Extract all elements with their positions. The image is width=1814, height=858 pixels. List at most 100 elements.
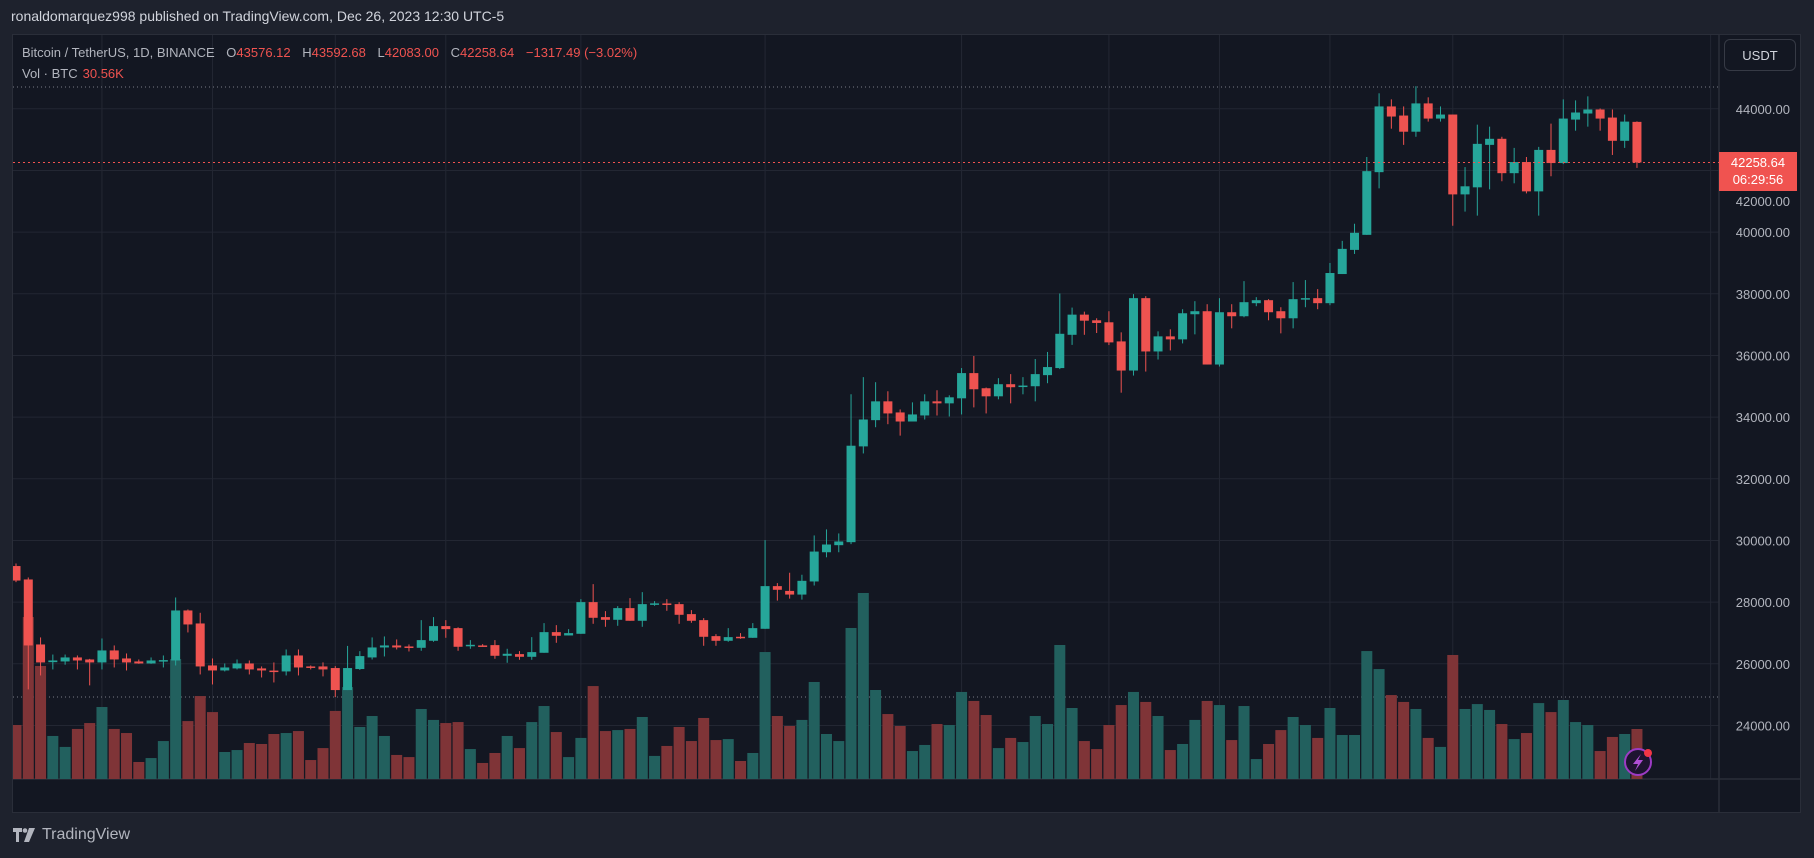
volume-bar: [182, 721, 194, 779]
volume-bar: [612, 730, 624, 779]
volume-bar: [1189, 719, 1201, 779]
volume-bar: [292, 731, 304, 779]
candle-body: [1534, 149, 1544, 192]
candle-body: [1300, 298, 1310, 300]
candle-body: [969, 373, 979, 390]
volume-bar: [575, 737, 587, 779]
volume-bar: [317, 748, 329, 779]
volume-bar: [231, 750, 243, 779]
candle-body: [834, 541, 844, 546]
candle-body: [1595, 109, 1605, 119]
volume-bar: [649, 755, 661, 779]
volume-bar: [1312, 737, 1324, 779]
candle-body: [146, 660, 156, 664]
volume-bar: [710, 740, 722, 779]
volume-bar: [845, 627, 857, 779]
candle-body: [97, 650, 107, 663]
open-value: 43576.12: [236, 45, 291, 60]
candle-body: [932, 401, 942, 404]
tradingview-logo-icon: [13, 828, 35, 842]
candle-body: [797, 580, 807, 595]
volume-bar: [145, 758, 157, 779]
candle-body: [1435, 114, 1445, 119]
candle-body: [600, 617, 610, 620]
volume-bar: [1484, 709, 1496, 779]
candle-body: [1350, 232, 1360, 250]
volume-bar: [1066, 707, 1078, 779]
candle-body: [1214, 312, 1224, 365]
currency-button[interactable]: USDT: [1724, 39, 1796, 71]
candle-body: [36, 644, 46, 663]
volume-bar: [403, 757, 415, 779]
time-tick-label: 11: [329, 790, 343, 805]
candle-body: [1018, 385, 1028, 388]
lightning-bolt: [1633, 754, 1643, 771]
volume-bar: [956, 691, 968, 779]
symbol-title[interactable]: Bitcoin / TetherUS, 1D, BINANCE: [22, 45, 215, 60]
time-tick-label: 23: [95, 790, 109, 805]
volume-bar: [280, 733, 292, 779]
candle-body: [1337, 248, 1347, 275]
candle-body: [183, 610, 193, 625]
lightning-icon[interactable]: [1624, 748, 1652, 776]
candle-body: [1571, 112, 1581, 120]
volume-bar: [771, 716, 783, 779]
candle-body: [858, 419, 868, 447]
volume-bar: [882, 714, 894, 779]
candle-body: [686, 614, 696, 621]
open-label: O: [226, 45, 237, 60]
candle-body: [367, 647, 377, 658]
time-tick-label: 11: [1446, 790, 1460, 805]
candle-body: [957, 373, 967, 399]
volume-bar: [305, 760, 317, 779]
candle-body: [502, 653, 512, 656]
candle-body: [1153, 336, 1163, 352]
price-tick-label: 44000.00: [1736, 102, 1790, 117]
close-value: 42258.64: [460, 45, 515, 60]
volume-bar: [71, 728, 83, 779]
volume-bar: [673, 726, 685, 779]
volume-bar: [501, 735, 513, 779]
volume-bar: [538, 706, 550, 779]
candle-body: [1423, 103, 1433, 119]
logo-text: TradingView: [42, 826, 131, 843]
volume-bar: [428, 719, 440, 779]
candle-body: [1128, 298, 1138, 371]
candle-body: [1092, 320, 1102, 323]
volume-bar: [1017, 742, 1029, 779]
candle-body: [1276, 311, 1286, 319]
volume-bar: [1459, 708, 1471, 779]
volume-bar: [1533, 703, 1545, 779]
time-tick-label: 16: [758, 790, 772, 805]
candle-body: [576, 602, 586, 634]
publish-info: ronaldomarquez998 published on TradingVi…: [11, 8, 505, 24]
volume-bar: [784, 725, 796, 779]
change-value: −1317.49 (−3.02%): [525, 45, 638, 60]
volume-bar: [1054, 645, 1066, 779]
volume-bar: [747, 752, 759, 779]
candle-body: [1251, 300, 1261, 304]
volume-bar: [1373, 669, 1385, 779]
volume-value: 30.56K: [82, 66, 124, 81]
volume-bar: [1336, 734, 1348, 779]
time-tick-label: Oct: [571, 790, 592, 805]
volume-bar: [268, 734, 280, 779]
time-tick-label: Sep: [201, 790, 224, 805]
volume-bar: [59, 746, 71, 779]
candle-body: [429, 626, 439, 641]
tradingview-logo[interactable]: TradingView: [13, 826, 130, 844]
candle-body: [1055, 333, 1065, 369]
candle-body: [404, 646, 414, 648]
candle-body: [1497, 138, 1507, 174]
low-value: 42083.00: [384, 45, 439, 60]
candle-body: [883, 401, 893, 414]
volume-bar: [870, 689, 882, 779]
volume-bar: [980, 715, 992, 779]
candle-body: [257, 668, 267, 671]
high-label: H: [302, 45, 312, 60]
candle-body: [60, 657, 70, 662]
candle-body: [1104, 322, 1114, 343]
volume-bar: [1115, 705, 1127, 779]
volume-bar: [1385, 695, 1397, 779]
